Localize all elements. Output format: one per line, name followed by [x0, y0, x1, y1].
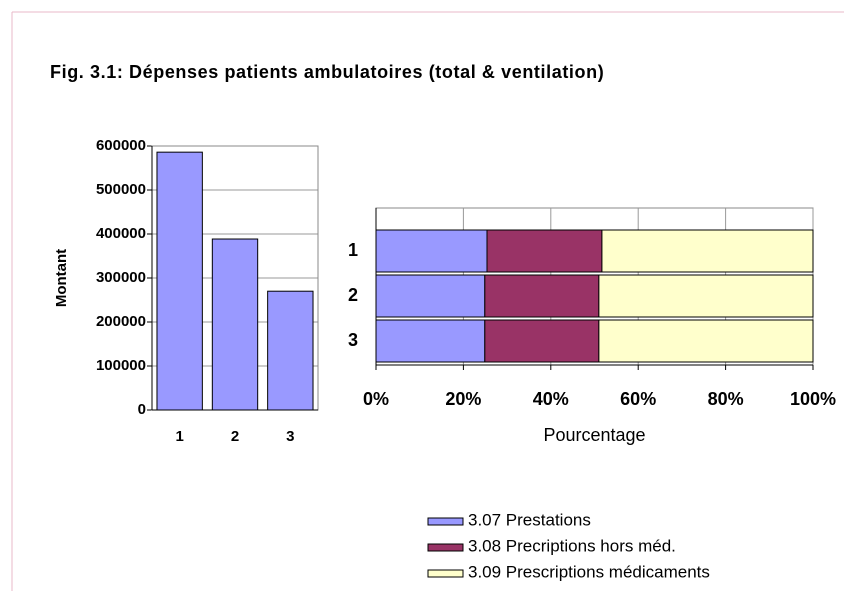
bar-segment	[598, 319, 814, 363]
x-tick-label: 3	[286, 428, 294, 445]
x-tick-label: 2	[231, 428, 239, 445]
y-tick-label: 0	[138, 401, 146, 418]
bar-segment	[486, 229, 603, 273]
x-tick-label: 60%	[620, 389, 656, 409]
bar-segment	[484, 319, 600, 363]
bar-segment	[598, 274, 814, 318]
bar	[156, 151, 203, 411]
bar-segment	[375, 274, 486, 318]
x-axis-label: Pourcentage	[543, 425, 645, 445]
chart-title: Fig. 3.1: Dépenses patients ambulatoires…	[50, 62, 604, 82]
y-tick-label: 100000	[96, 357, 146, 374]
y-tick-label: 1	[348, 240, 358, 260]
x-tick-label: 1	[175, 428, 183, 445]
bar-segment	[484, 274, 600, 318]
legend-label: 3.07 Prestations	[468, 510, 591, 529]
y-tick-label: 600000	[96, 137, 146, 154]
x-tick-label: 20%	[445, 389, 481, 409]
y-tick-label: 400000	[96, 225, 146, 242]
x-tick-label: 40%	[533, 389, 569, 409]
legend-swatch	[427, 543, 464, 552]
bar-segment	[601, 229, 814, 273]
bar	[211, 238, 259, 411]
x-tick-label: 0%	[363, 389, 389, 409]
y-tick-label: 2	[348, 285, 358, 305]
y-tick-label: 300000	[96, 269, 146, 286]
y-axis-label: Montant	[53, 249, 70, 307]
legend-label: 3.08 Precriptions hors méd.	[468, 536, 676, 555]
legend-label: 3.09 Prescriptions médicaments	[468, 562, 710, 581]
bar-segment	[375, 319, 486, 363]
y-tick-label: 3	[348, 330, 358, 350]
y-tick-label: 200000	[96, 313, 146, 330]
bar-segment	[375, 229, 488, 273]
x-tick-label: 80%	[708, 389, 744, 409]
y-tick-label: 500000	[96, 181, 146, 198]
legend-swatch	[427, 569, 464, 578]
bar	[267, 290, 314, 411]
legend-swatch	[427, 517, 464, 526]
x-tick-label: 100%	[790, 389, 836, 409]
